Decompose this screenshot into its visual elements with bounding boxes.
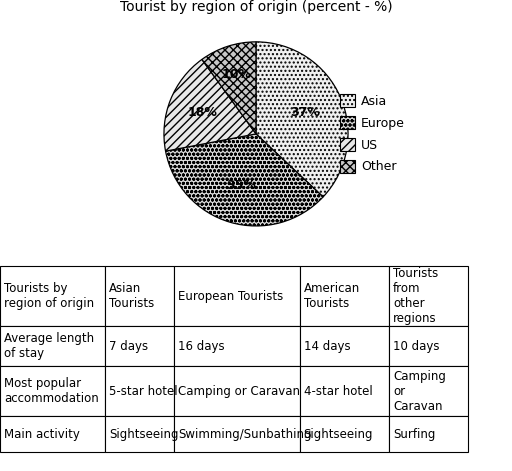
- Text: 7 days: 7 days: [109, 340, 148, 353]
- Bar: [0, 326, 105, 366]
- Text: Main activity: Main activity: [4, 428, 80, 441]
- Text: 10 days: 10 days: [393, 340, 440, 353]
- Wedge shape: [164, 59, 256, 151]
- Text: European Tourists: European Tourists: [178, 290, 284, 303]
- Text: 18%: 18%: [188, 106, 218, 119]
- Text: Swimming/Sunbathing: Swimming/Sunbathing: [178, 428, 312, 441]
- Bar: [174, 416, 300, 452]
- Bar: [174, 326, 300, 366]
- Bar: [174, 366, 300, 416]
- Bar: [300, 266, 389, 326]
- Bar: [0, 266, 105, 326]
- Text: Tourists by
region of origin: Tourists by region of origin: [4, 282, 94, 310]
- Text: Camping
or
Caravan: Camping or Caravan: [393, 370, 446, 413]
- Bar: [389, 366, 468, 416]
- Bar: [0, 416, 105, 452]
- Text: Camping or Caravan: Camping or Caravan: [178, 385, 300, 398]
- Title: Tourist by region of origin (percent - %): Tourist by region of origin (percent - %…: [120, 0, 392, 14]
- Text: 35%: 35%: [226, 179, 256, 192]
- Bar: [300, 416, 389, 452]
- Text: Sightseeing: Sightseeing: [304, 428, 373, 441]
- Bar: [105, 326, 174, 366]
- Text: Sightseeing: Sightseeing: [109, 428, 179, 441]
- Text: 14 days: 14 days: [304, 340, 350, 353]
- Text: 10%: 10%: [222, 68, 252, 81]
- Bar: [300, 366, 389, 416]
- Bar: [0, 366, 105, 416]
- Wedge shape: [202, 42, 256, 134]
- Bar: [174, 266, 300, 326]
- Text: American
Tourists: American Tourists: [304, 282, 360, 310]
- Text: 4-star hotel: 4-star hotel: [304, 385, 372, 398]
- Bar: [105, 266, 174, 326]
- Text: Most popular
accommodation: Most popular accommodation: [4, 377, 99, 405]
- Wedge shape: [256, 42, 348, 197]
- Text: 16 days: 16 days: [178, 340, 225, 353]
- Wedge shape: [165, 134, 323, 226]
- Text: 5-star hotel: 5-star hotel: [109, 385, 178, 398]
- Bar: [389, 416, 468, 452]
- Text: 37%: 37%: [290, 106, 320, 119]
- Bar: [105, 366, 174, 416]
- Text: Tourists
from
other
regions: Tourists from other regions: [393, 267, 438, 325]
- Text: Asian
Tourists: Asian Tourists: [109, 282, 154, 310]
- Bar: [389, 266, 468, 326]
- Bar: [300, 326, 389, 366]
- Bar: [105, 416, 174, 452]
- Legend: Asia, Europe, US, Other: Asia, Europe, US, Other: [336, 91, 409, 177]
- Text: Average length
of stay: Average length of stay: [4, 332, 94, 360]
- Bar: [389, 326, 468, 366]
- Text: Surfing: Surfing: [393, 428, 436, 441]
